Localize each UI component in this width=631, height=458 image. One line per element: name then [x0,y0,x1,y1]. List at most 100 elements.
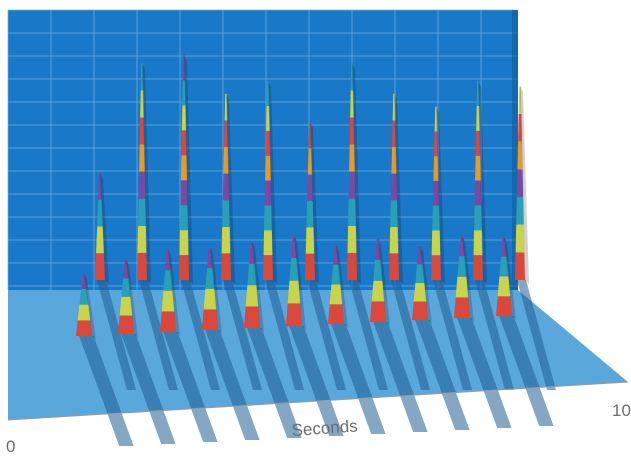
peak-band [265,155,271,181]
peak-face [226,93,235,284]
peak-band [179,205,189,231]
peak-band [454,297,470,318]
peak-band [181,130,187,156]
peak-band [501,236,507,257]
peak-band [160,311,176,332]
peak-band [515,224,525,253]
peak-band [95,253,105,280]
peak-band [305,227,315,254]
x-tick-label-10: 10 [612,401,631,420]
peak-band [265,130,271,156]
peak-shadow [517,280,556,390]
peak-band [180,155,188,181]
peak-band [413,282,427,302]
peak-band [306,200,314,228]
peak-band [518,113,522,142]
peak-shadow [121,334,176,444]
peak-front [412,245,432,324]
peak-front [370,239,390,326]
peak-back [431,106,445,284]
peak-band [179,230,189,256]
peak-band [391,147,397,174]
peak-band [496,296,512,316]
peak-band [138,198,146,226]
peak-back [263,81,277,284]
peak-band [291,235,297,258]
peak-band [389,226,399,254]
peak-band [333,244,339,265]
peak-band [137,252,147,280]
peak-shadow [307,280,346,390]
peak-band [165,249,171,271]
peak-back [347,63,361,284]
peak-band [329,284,343,305]
peak-band [431,230,441,256]
peak-band [263,230,273,256]
peak-back [179,55,193,284]
peak-band [221,253,231,280]
peak-band [182,80,186,106]
peak-band [79,288,89,305]
peak-band [244,306,260,328]
peak-band [289,257,299,281]
peak-band [459,235,465,257]
x-tick-label-0: 0 [6,437,15,456]
peak-face [126,259,138,338]
peak-band [222,173,230,201]
peak-face [310,121,319,285]
peak-band [392,93,396,121]
peak-face [420,245,432,324]
peak-band [392,120,396,148]
peak-back [137,63,151,284]
peak-band [202,309,218,330]
peak-band [476,105,480,131]
peak-front [118,259,138,338]
peak-band [499,256,509,277]
peak-front [454,235,474,322]
peak-band [475,155,481,181]
peak-band [434,131,438,157]
peak-band [389,253,399,280]
peak-band [121,278,131,297]
peak-band [516,169,524,197]
peak-band [207,247,213,269]
peak-band [266,81,270,106]
peak-band [432,180,440,206]
peak-shadow [373,322,428,432]
peaks-layer [76,55,529,340]
peak-shadow [289,326,344,436]
peak-shadow [181,280,220,390]
peak-face [294,235,306,330]
peak-back [515,86,529,284]
peak-band [76,320,92,336]
peak-band [119,296,133,316]
peak-band [223,147,229,174]
peak-shadow [223,280,262,390]
peak-band [474,180,482,206]
peak-front [286,235,306,330]
peak-band [350,63,354,91]
peak-band [222,200,230,227]
peak-face [168,249,180,336]
peak-band [515,252,525,280]
peak-band [390,200,398,227]
peak-band [123,259,129,279]
peak-band [457,256,467,277]
peak-band [497,276,511,297]
peak-band [287,280,301,304]
peak-band [179,255,189,280]
peak-shadow [415,320,470,430]
peak-band [434,106,438,132]
peak-band [473,230,483,256]
peak-band [475,130,481,156]
peak-band [224,120,228,148]
peak-band [286,303,302,326]
peak-face [268,81,277,284]
peak-band [373,260,383,281]
peak-band [203,288,217,310]
peak-shadow [499,316,554,426]
peak-band [81,273,87,289]
peak-band [412,301,428,320]
peak-band [476,81,480,106]
